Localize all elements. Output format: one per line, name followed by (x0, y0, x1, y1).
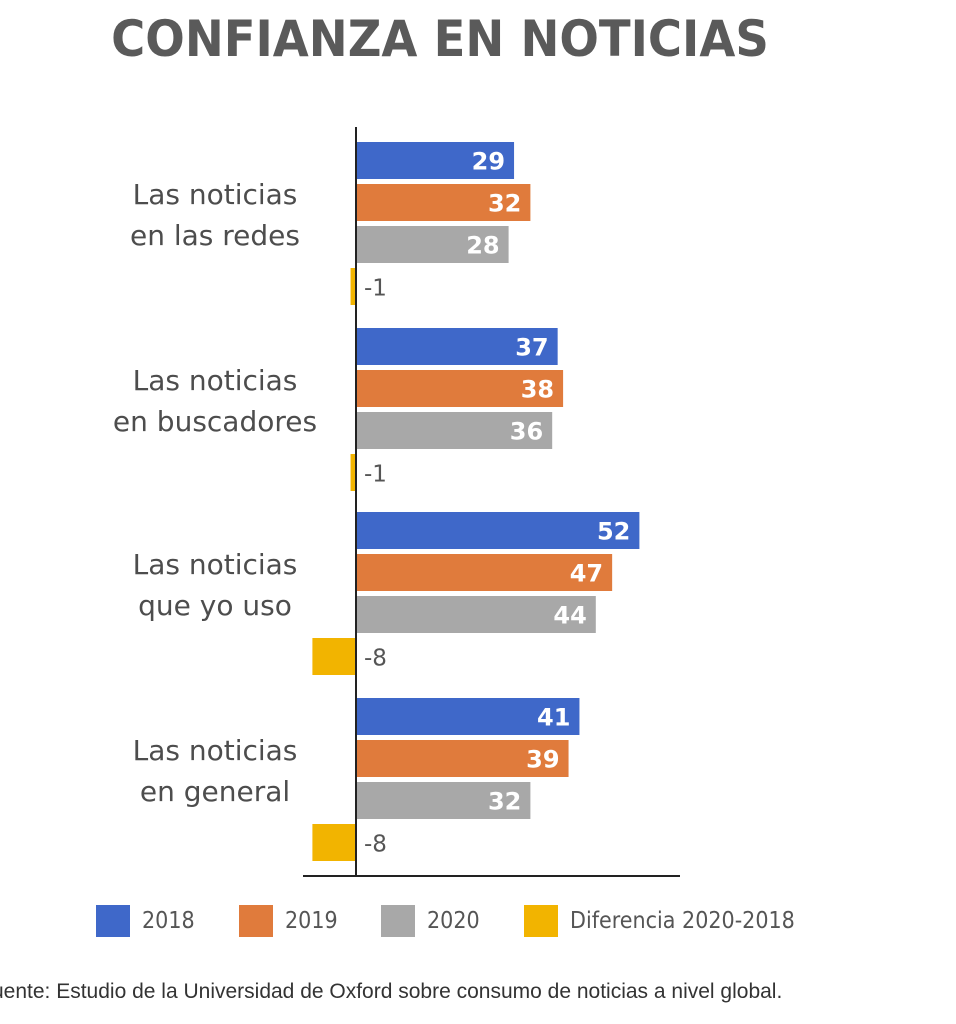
bar-diff-cat1 (350, 268, 356, 305)
legend-swatch-2020 (381, 905, 416, 937)
bar-diff-cat2 (350, 454, 356, 491)
value-label-diff-cat2: -1 (364, 462, 387, 488)
legend-item-2020: 2020 (381, 905, 486, 937)
legend-item-2018: 2018 (96, 905, 201, 937)
value-label-2019-cat1: 32 (488, 190, 521, 218)
legend-label-2020: 2020 (427, 908, 480, 934)
value-label-2018-cat2: 37 (515, 334, 548, 362)
legend-swatch-diff (523, 905, 558, 937)
value-label-2019-cat3: 47 (570, 560, 603, 588)
value-label-2018-cat1: 29 (472, 148, 505, 176)
category-label-1-line1: Las noticias (133, 178, 298, 211)
bar-2019-cat1 (356, 184, 531, 221)
legend-swatch-2018 (96, 905, 130, 937)
value-label-diff-cat4: -8 (364, 832, 387, 858)
bar-2020-cat2 (356, 412, 553, 449)
source-note: uente: Estudio de la Universidad de Oxfo… (0, 980, 783, 1003)
legend-label-diff: Diferencia 2020-2018 (569, 908, 795, 934)
category-label-3-line1: Las noticias (133, 548, 298, 581)
bar-2020-cat4 (356, 782, 531, 819)
category-label-4-line2: en general (140, 775, 290, 808)
legend: 2018 2019 2020 Diferencia 2020-2018 (96, 903, 857, 939)
value-label-2020-cat2: 36 (510, 418, 543, 446)
value-label-2019-cat2: 38 (521, 376, 554, 404)
value-label-2019-cat4: 39 (526, 746, 559, 774)
value-label-2018-cat3: 52 (597, 518, 630, 546)
bar-2020-cat1 (356, 226, 509, 263)
bar-2019-cat2 (356, 370, 564, 407)
legend-label-2019: 2019 (284, 908, 338, 934)
category-label-2-line2: en buscadores (113, 405, 317, 438)
value-label-diff-cat1: -1 (364, 276, 387, 302)
category-label-2-line1: Las noticias (133, 364, 298, 397)
bar-chart: 29 32 28 -1 Las noticias en las redes 37 38 36 -1… (113, 127, 680, 877)
value-label-2020-cat1: 28 (466, 232, 499, 260)
bar-2019-cat3 (356, 554, 613, 591)
value-label-2018-cat4: 41 (537, 704, 570, 732)
bar-2018-cat2 (356, 328, 558, 365)
bar-2019-cat4 (356, 740, 569, 777)
bar-2018-cat1 (356, 142, 515, 179)
bar-diff-cat4 (312, 824, 356, 861)
bar-2020-cat3 (356, 596, 596, 633)
bar-2018-cat4 (356, 698, 580, 735)
legend-label-2018: 2018 (142, 908, 195, 934)
legend-item-2019: 2019 (238, 905, 344, 937)
bar-diff-cat3 (312, 638, 356, 675)
value-label-diff-cat3: -8 (364, 646, 387, 672)
chart-title: CONFIANZA EN NOTICIAS (111, 10, 769, 68)
category-label-3-line2: que yo uso (138, 589, 292, 622)
bar-2018-cat3 (356, 512, 640, 549)
legend-item-diff: Diferencia 2020-2018 (523, 905, 820, 937)
category-label-4-line1: Las noticias (133, 734, 298, 767)
legend-swatch-2019 (238, 905, 273, 937)
value-label-2020-cat4: 32 (488, 788, 521, 816)
category-label-1-line2: en las redes (130, 219, 300, 252)
value-label-2020-cat3: 44 (553, 602, 586, 630)
